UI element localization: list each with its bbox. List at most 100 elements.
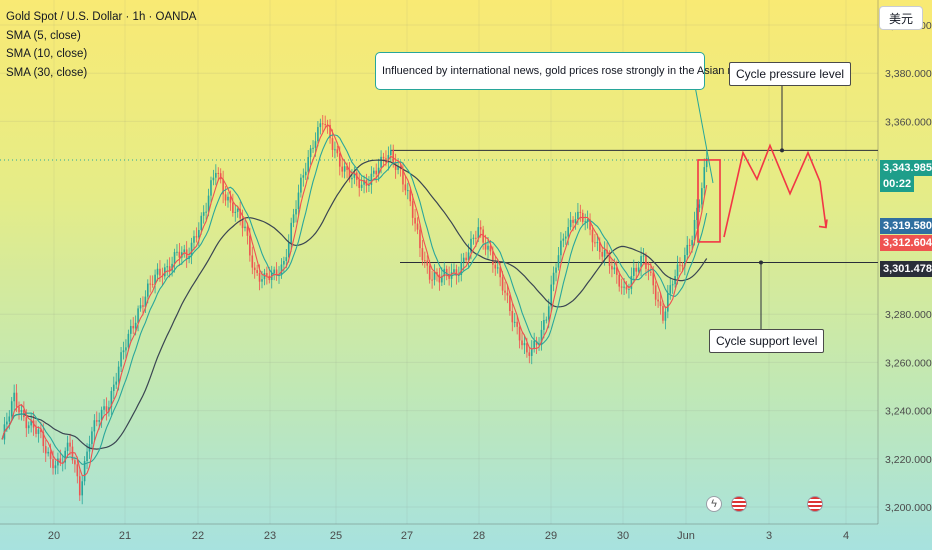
support-anchor	[759, 260, 763, 265]
candle-body	[151, 283, 154, 285]
support-level-label[interactable]: Cycle support level	[709, 329, 825, 353]
candle-body	[404, 184, 407, 191]
candle-body	[125, 347, 127, 351]
candle-body	[679, 264, 681, 266]
candle-body	[667, 293, 669, 312]
y-tick-label: 3,260.000	[885, 357, 932, 369]
us-flag-icon[interactable]	[731, 496, 747, 512]
candle-body	[416, 223, 419, 230]
candle-body	[307, 157, 309, 172]
lightning-icon[interactable]: ϟ	[706, 496, 722, 512]
candle-body	[596, 242, 599, 244]
candle-body	[13, 392, 15, 402]
x-tick-label: 4	[843, 530, 849, 542]
x-tick-label: 27	[401, 530, 413, 542]
candle-body	[200, 215, 203, 231]
candle-body	[657, 299, 659, 302]
candle-body	[198, 230, 200, 238]
candle-body	[120, 352, 122, 367]
candle-body	[304, 171, 307, 176]
candle-body	[567, 227, 569, 237]
candle-body	[47, 451, 49, 454]
candle-body	[224, 194, 227, 201]
candle-body	[489, 245, 492, 252]
candle-body	[331, 138, 334, 150]
candle-body	[98, 420, 100, 422]
candle-body	[149, 283, 152, 285]
candle-body	[297, 192, 300, 209]
candle-body	[147, 283, 149, 297]
candle-body	[465, 257, 467, 261]
sma-value-tag-b: 3,312.604	[880, 235, 932, 251]
x-tick-label: 22	[192, 530, 204, 542]
x-tick-label: 29	[545, 530, 557, 542]
candle-body	[552, 272, 555, 285]
candle-body	[317, 127, 319, 142]
candle-body	[509, 295, 511, 311]
candle-body	[42, 432, 45, 447]
candle-body	[540, 329, 543, 344]
projection-path	[723, 143, 827, 238]
candle-body	[547, 306, 550, 320]
candle-body	[59, 458, 62, 463]
candle-body	[210, 180, 212, 196]
candle-body	[57, 458, 59, 466]
candle-body	[688, 244, 691, 246]
candle-body	[703, 167, 706, 189]
candle-body	[215, 172, 217, 178]
news-annotation[interactable]: Influenced by international news, gold p…	[375, 52, 764, 90]
candle-body	[44, 446, 47, 454]
candle-body	[572, 219, 574, 223]
candle-body	[292, 214, 295, 223]
candle-body	[236, 208, 239, 212]
drawings	[694, 85, 828, 243]
candle-body	[6, 421, 8, 425]
candle-body	[380, 156, 382, 168]
candle-body	[375, 170, 378, 175]
candle-body	[691, 240, 693, 246]
candle-body	[528, 352, 531, 356]
candle-body	[543, 320, 545, 330]
candle-body	[387, 155, 390, 163]
candle-body	[455, 269, 458, 276]
candle-body	[669, 285, 672, 294]
candle-body	[329, 124, 331, 139]
candle-body	[346, 166, 348, 170]
candle-body	[484, 242, 487, 250]
candle-body	[569, 219, 572, 228]
currency-button[interactable]: 美元	[879, 6, 923, 30]
candle-body	[615, 267, 618, 275]
candle-body	[15, 392, 18, 407]
candle-body	[336, 149, 339, 154]
candle-body	[232, 202, 234, 213]
legend-sma5[interactable]: SMA (5, close)	[6, 29, 81, 42]
candle-body	[591, 229, 594, 243]
pressure-level-label[interactable]: Cycle pressure level	[729, 62, 852, 86]
candle-body	[93, 420, 96, 432]
candle-body	[27, 425, 30, 429]
legend-sma10[interactable]: SMA (10, close)	[6, 48, 88, 60]
us-flag-icon[interactable]	[807, 496, 823, 512]
y-tick-label: 3,220.000	[885, 454, 932, 466]
candle-body	[205, 211, 207, 213]
legend: Gold Spot / U.S. Dollar · 1h · OANDA SMA…	[6, 8, 196, 82]
candle-body	[212, 177, 215, 181]
candle-body	[681, 265, 684, 267]
y-tick-label: 3,280.000	[885, 309, 932, 321]
candle-body	[550, 284, 552, 307]
candle-body	[217, 172, 220, 174]
candle-body	[492, 251, 494, 265]
candle-body	[652, 272, 655, 286]
candle-body	[360, 184, 363, 188]
candle-body	[589, 219, 591, 230]
candle-body	[506, 292, 509, 296]
legend-symbol[interactable]: Gold Spot / U.S. Dollar · 1h · OANDA	[6, 11, 197, 23]
candle-body	[523, 343, 526, 346]
legend-sma30[interactable]: SMA (30, close)	[6, 66, 88, 79]
candle-body	[594, 242, 596, 244]
candle-body	[472, 237, 475, 239]
candle-body	[460, 261, 463, 275]
candle-body	[414, 217, 416, 224]
candle-body	[309, 148, 312, 158]
